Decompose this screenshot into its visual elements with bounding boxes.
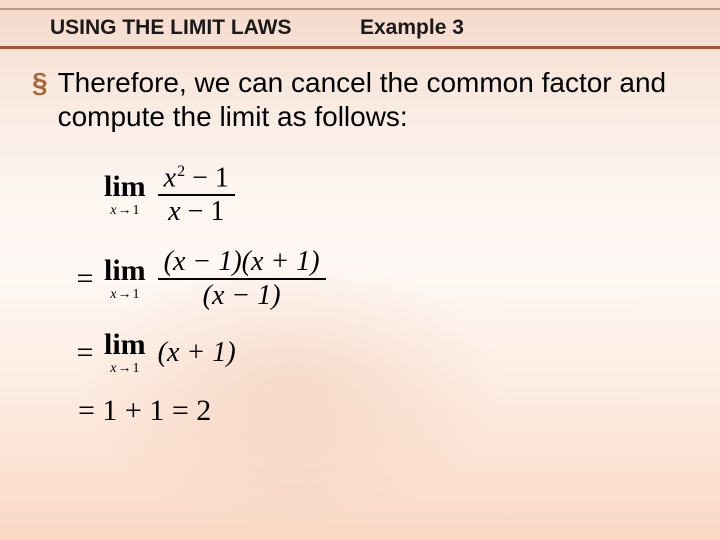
lim-label: lim [104,172,146,202]
expression: (x + 1) [158,337,236,369]
limit-operator: lim x→1 [104,172,146,218]
bullet-marker: § [32,66,48,100]
fraction-numerator: x2 − 1 [158,162,235,194]
limit-operator: lim x→1 [104,256,146,302]
slide-section-title: USING THE LIMIT LAWS [50,16,292,40]
bullet-text: Therefore, we can cancel the common fact… [58,66,690,134]
header-bar: USING THE LIMIT LAWS Example 3 [0,0,720,46]
lim-label: lim [104,330,146,360]
equals-sign: = [74,262,96,296]
limit-operator: lim x→1 [104,330,146,376]
final-result: = 1 + 1 = 2 [78,394,211,428]
fraction-denominator: (x − 1) [197,280,287,312]
fraction-2: (x − 1)(x + 1) (x − 1) [158,246,326,312]
math-line-3: = lim x→1 (x + 1) [74,330,690,376]
fraction-1: x2 − 1 x − 1 [158,162,235,228]
lim-subscript: x→1 [110,204,139,218]
slide-example-label: Example 3 [360,16,464,40]
lim-subscript: x→1 [110,362,139,376]
slide-content: § Therefore, we can cancel the common fa… [0,46,720,428]
math-line-2: = lim x→1 (x − 1)(x + 1) (x − 1) [74,246,690,312]
equals-sign: = [74,336,96,370]
bullet-item: § Therefore, we can cancel the common fa… [30,66,690,134]
fraction-denominator: x − 1 [162,196,230,228]
header-rule-top [0,8,720,10]
math-line-1: = lim x→1 x2 − 1 x − 1 [74,162,690,228]
math-derivation: = lim x→1 x2 − 1 x − 1 = lim x→1 [74,162,690,428]
fraction-numerator: (x − 1)(x + 1) [158,246,326,278]
math-line-4: = 1 + 1 = 2 [74,394,690,428]
lim-subscript: x→1 [110,288,139,302]
lim-label: lim [104,256,146,286]
